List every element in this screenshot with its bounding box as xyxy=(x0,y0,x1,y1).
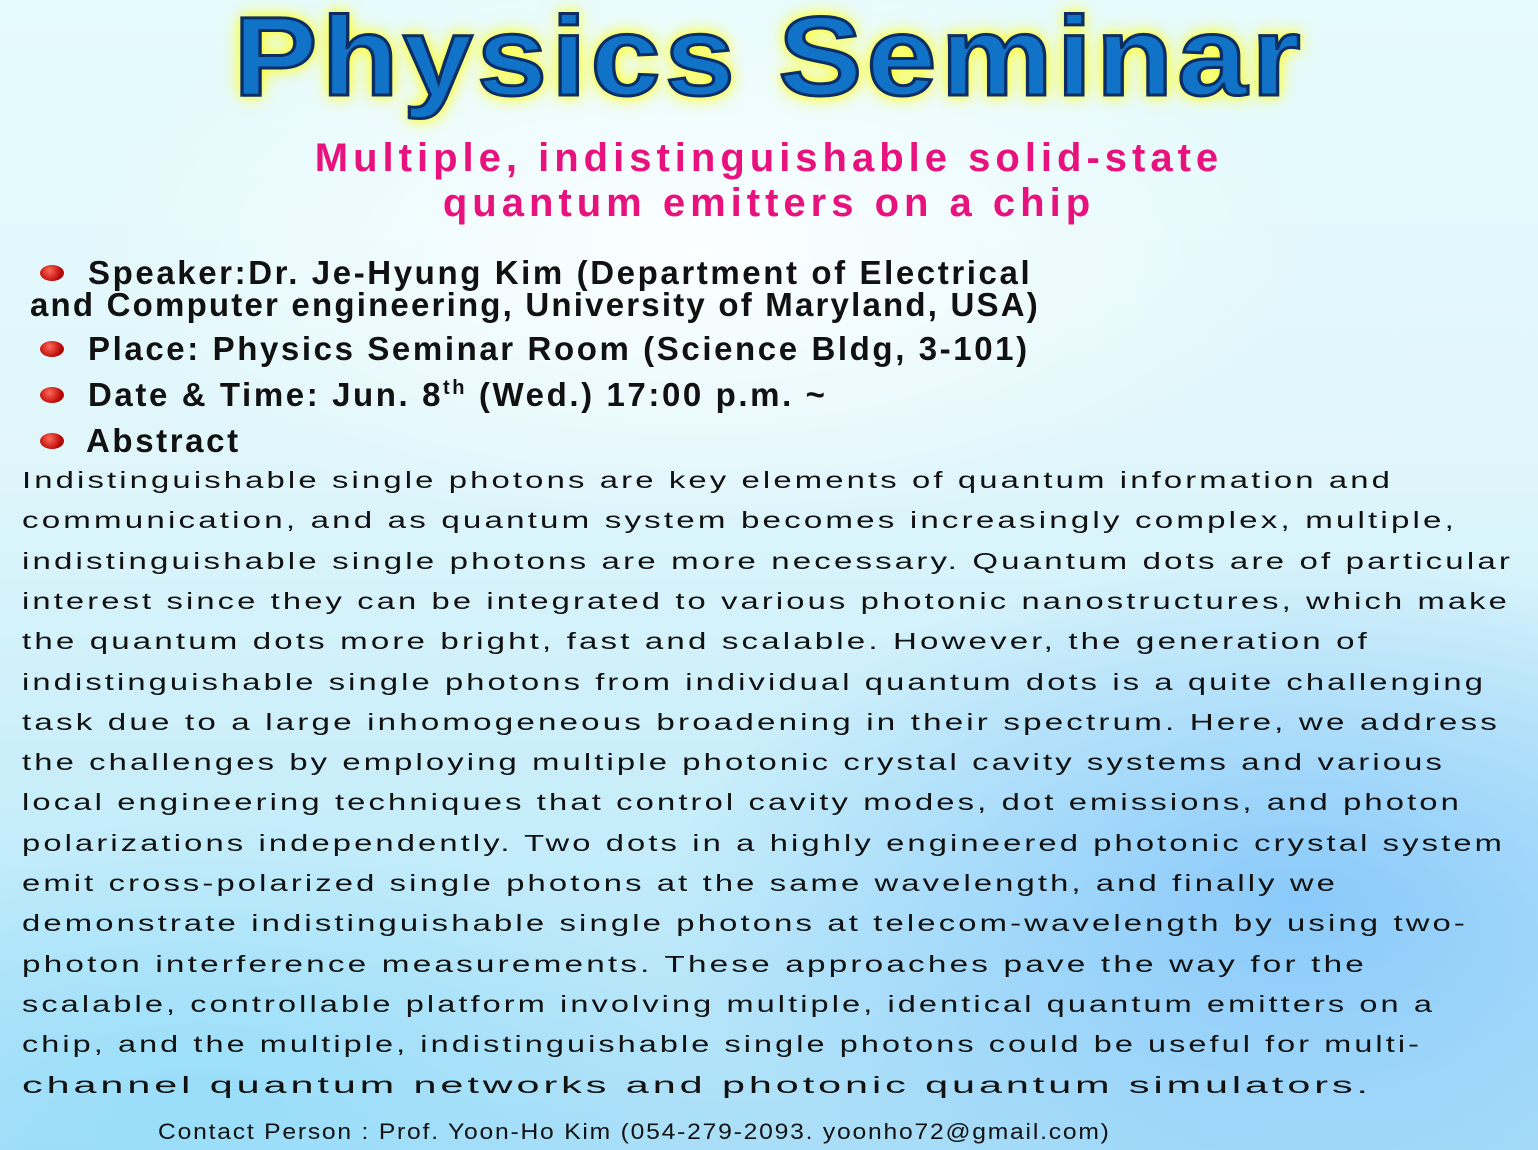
abstract-line: photon interference measurements. These … xyxy=(22,950,1367,977)
abstract-line: emit cross-polarized single photons at t… xyxy=(22,870,1338,896)
abstract-line: indistinguishable single photons are mor… xyxy=(22,547,1513,574)
abstract-line: indistinguishable single photons from in… xyxy=(22,668,1486,695)
poster-title: Physics Seminar xyxy=(232,0,1305,121)
abstract-line: task due to a large inhomogeneous broade… xyxy=(22,708,1500,735)
speaker-line-1: Speaker:Dr. Je-Hyung Kim (Department of … xyxy=(88,254,1033,291)
abstract-heading: Abstract xyxy=(86,422,241,459)
abstract-line: chip, and the multiple, indistinguishabl… xyxy=(22,1031,1422,1058)
abstract-line: demonstrate indistinguishable single pho… xyxy=(22,910,1468,937)
bullet-icon xyxy=(40,341,64,357)
date-time: Date & Time: Jun. 8th (Wed.) 17:00 p.m. … xyxy=(88,376,828,413)
abstract-line: communication, and as quantum system bec… xyxy=(22,507,1457,534)
bullet-icon xyxy=(40,265,64,281)
talk-title-line-2: quantum emitters on a chip xyxy=(442,181,1096,225)
bullet-icon xyxy=(40,433,64,449)
abstract-line: scalable, controllable platform involvin… xyxy=(22,990,1435,1017)
speaker-line-2: and Computer engineering, University of … xyxy=(30,286,1040,323)
abstract-line: interest since they can be integrated to… xyxy=(22,587,1510,614)
abstract-line: polarizations independently. Two dots in… xyxy=(22,829,1505,856)
contact-info: Contact Person : Prof. Yoon-Ho Kim (054-… xyxy=(158,1119,1111,1144)
place: Place: Physics Seminar Room (Science Bld… xyxy=(88,330,1030,367)
talk-title-line-1: Multiple, indistinguishable solid-state xyxy=(314,136,1224,180)
abstract-line: local engineering techniques that contro… xyxy=(22,789,1462,816)
abstract-line: the quantum dots more bright, fast and s… xyxy=(22,628,1370,655)
abstract-line: Indistinguishable single photons are key… xyxy=(22,467,1393,493)
abstract-line: channel quantum networks and photonic qu… xyxy=(22,1071,1372,1098)
bullet-icon xyxy=(40,387,64,403)
abstract-line: the challenges by employing multiple pho… xyxy=(22,749,1445,776)
